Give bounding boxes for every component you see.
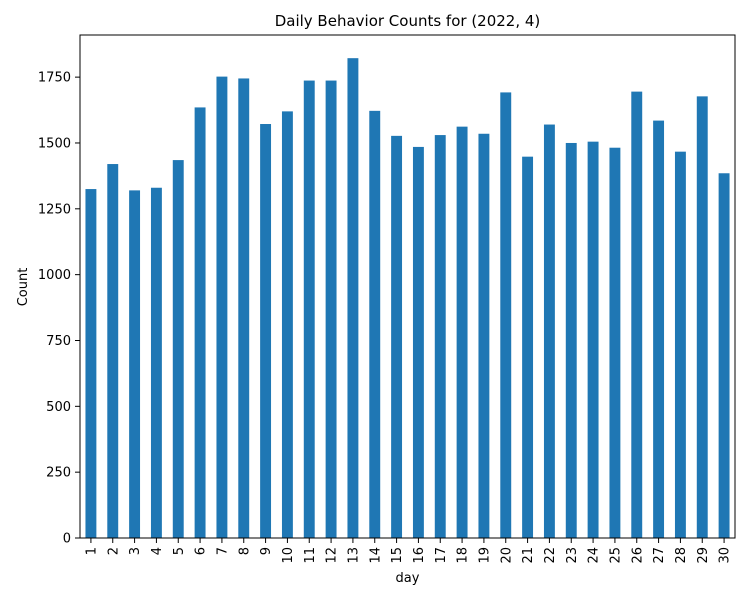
bar-day-6	[194, 107, 206, 539]
bar-day-4	[150, 187, 162, 538]
x-tick-label: 2	[106, 547, 121, 555]
bar-day-23	[565, 142, 577, 538]
x-tick-label: 10	[281, 547, 296, 564]
bar-day-7	[216, 76, 228, 538]
bar-day-15	[391, 135, 403, 539]
bar-day-24	[587, 141, 599, 538]
x-tick-label: 25	[608, 547, 623, 564]
x-tick-label: 26	[630, 547, 645, 564]
bar-day-30	[718, 173, 730, 538]
y-tick-label: 0	[63, 532, 71, 547]
bars	[85, 58, 730, 539]
bar-day-17	[434, 135, 446, 538]
bar-day-12	[325, 80, 337, 538]
x-tick-label: 17	[434, 547, 449, 564]
x-tick-label: 30	[718, 547, 733, 564]
plot-frame	[79, 34, 736, 539]
x-tick-label: 21	[521, 547, 536, 564]
x-tick-label: 8	[237, 547, 252, 555]
x-axis: 1 2 3 4 5 6 7 8 9 10 11 12 13 14 15 16 17 18 19 20 21 22 23 24 2…	[84, 538, 733, 564]
y-tick-label: 750	[46, 334, 71, 349]
x-tick-label: 4	[150, 547, 165, 555]
y-axis: 0 250 500 750 1000 1250 1500 1750	[38, 71, 80, 547]
x-tick-label: 12	[325, 547, 340, 564]
bar-day-13	[347, 58, 359, 539]
bar-day-8	[238, 78, 250, 538]
y-tick-label: 1750	[38, 71, 71, 86]
chart-title: Daily Behavior Counts for (2022, 4)	[275, 12, 541, 30]
bar-day-9	[260, 124, 272, 538]
x-tick-label: 20	[499, 547, 514, 564]
bar-day-19	[478, 133, 490, 539]
x-tick-label: 6	[194, 547, 209, 555]
x-tick-label: 27	[652, 547, 667, 564]
x-tick-label: 11	[303, 547, 318, 564]
bar-day-16	[412, 146, 424, 539]
bar-day-27	[653, 120, 665, 539]
y-tick-label: 500	[46, 400, 71, 415]
bar-day-22	[543, 124, 555, 538]
y-tick-label: 1000	[38, 268, 71, 283]
y-tick-label: 1500	[38, 136, 71, 151]
x-tick-label: 18	[456, 547, 471, 564]
x-tick-label: 29	[696, 547, 711, 564]
x-tick-label: 13	[346, 547, 361, 564]
bar-day-29	[696, 96, 708, 539]
bar-day-1	[85, 189, 97, 538]
x-tick-label: 22	[543, 547, 558, 564]
x-tick-label: 16	[412, 547, 427, 564]
y-tick-label: 250	[46, 466, 71, 481]
bar-day-28	[674, 151, 686, 538]
x-tick-label: 3	[128, 547, 143, 555]
bar-day-11	[303, 80, 315, 538]
x-tick-label: 1	[84, 547, 99, 555]
bar-day-25	[609, 147, 621, 538]
bar-day-5	[172, 160, 184, 539]
bar-day-14	[369, 110, 381, 538]
y-axis-label: Count	[16, 268, 31, 307]
bar-day-3	[129, 190, 141, 539]
bar-day-20	[500, 92, 512, 539]
x-tick-label: 7	[215, 547, 230, 555]
x-tick-label: 9	[259, 547, 274, 555]
x-tick-label: 28	[674, 547, 689, 564]
x-axis-label: day	[396, 571, 420, 586]
bar-day-18	[456, 126, 468, 539]
x-tick-label: 15	[390, 547, 405, 564]
x-tick-label: 23	[565, 547, 580, 564]
bar-day-26	[631, 91, 643, 538]
x-tick-label: 19	[477, 547, 492, 564]
x-tick-label: 14	[368, 547, 383, 564]
y-tick-label: 1250	[38, 202, 71, 217]
bar-day-10	[281, 111, 293, 538]
x-tick-label: 5	[172, 547, 187, 555]
bar-day-21	[522, 156, 534, 538]
x-tick-label: 24	[587, 547, 602, 564]
bar-day-2	[107, 164, 119, 539]
